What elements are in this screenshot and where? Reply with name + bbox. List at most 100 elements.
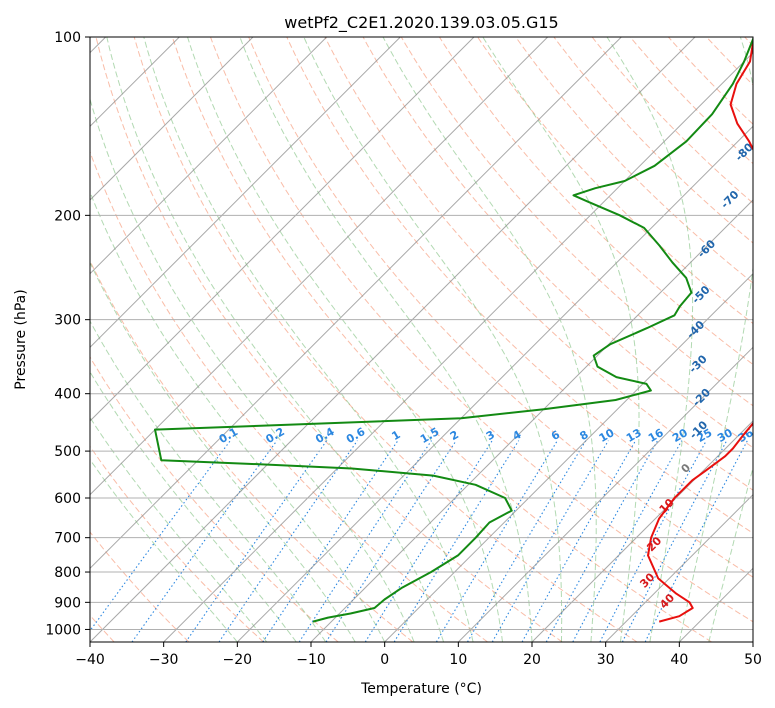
mixing-ratio-line xyxy=(393,440,520,642)
dry-adiabat xyxy=(90,150,488,642)
x-tick-label: 50 xyxy=(744,652,762,668)
mixing-ratio-line xyxy=(325,440,457,642)
dry-adiabat xyxy=(668,37,753,125)
isotherm-label: 20 xyxy=(644,534,664,554)
isotherm-label: -40 xyxy=(684,318,707,341)
isotherm xyxy=(90,37,328,275)
y-tick-label: 1000 xyxy=(45,622,81,638)
x-tick-label: 0 xyxy=(380,652,389,668)
mixing-ratio-line xyxy=(599,440,707,642)
isotherm xyxy=(90,37,549,496)
moist-adiabat xyxy=(90,190,386,642)
moist-adiabat xyxy=(90,370,297,642)
mixing-ratio-label: 0.4 xyxy=(313,425,337,446)
mixing-ratio-label: 20 xyxy=(670,426,690,445)
dry-adiabat xyxy=(90,259,414,642)
y-tick-label: 100 xyxy=(54,30,81,46)
dry-adiabat xyxy=(400,37,753,407)
x-tick-label: −30 xyxy=(149,652,179,668)
mixing-ratio-label: 1 xyxy=(390,428,403,443)
x-tick-label: 40 xyxy=(670,652,688,668)
y-tick-label: 400 xyxy=(54,387,81,403)
mixing-ratio-label: 13 xyxy=(624,426,644,445)
moist-adiabat xyxy=(382,37,597,642)
y-tick-label: 300 xyxy=(54,313,81,329)
isotherm xyxy=(90,37,475,422)
mixing-ratio-line xyxy=(90,440,231,632)
y-tick-label: 200 xyxy=(54,208,81,224)
dewpoint-profile xyxy=(154,37,753,623)
mixing-ratio-label: 1.5 xyxy=(418,425,441,446)
mixing-ratio-label: 10 xyxy=(597,426,617,445)
dry-adiabat xyxy=(515,37,753,284)
moist-adiabat xyxy=(482,37,640,642)
x-tick-label: 10 xyxy=(449,652,467,668)
moist-adiabat xyxy=(606,37,694,642)
x-axis-label: Temperature (°C) xyxy=(360,681,482,697)
isotherm-label: -70 xyxy=(718,188,741,211)
isotherms xyxy=(90,37,753,642)
moist-adiabat xyxy=(303,37,563,642)
dry-adiabat xyxy=(90,531,190,642)
isotherm xyxy=(90,37,401,349)
y-tick-label: 800 xyxy=(54,565,81,581)
dry-adiabat xyxy=(591,37,753,204)
dry-adiabat xyxy=(553,37,753,244)
isotherm xyxy=(605,493,753,642)
y-tick-label: 700 xyxy=(54,531,81,547)
moist-adiabat xyxy=(90,416,268,642)
isotherm xyxy=(310,199,753,642)
mixing-ratio-label: 0.1 xyxy=(217,425,240,446)
dry-adiabat xyxy=(248,37,753,578)
mixing-ratio-line xyxy=(521,440,637,642)
plot-area: 0.1 0.2 0.4 0.6 1 1.5 2 3 4 6 8 10 13 16 20 25 30 36 -100… xyxy=(90,37,775,642)
mixing-ratio-line xyxy=(491,440,609,642)
mixing-ratio-line xyxy=(644,440,748,642)
mixing-ratio-label: 2 xyxy=(448,428,461,443)
profiles xyxy=(154,37,753,623)
isotherm xyxy=(90,37,254,201)
dry-adiabat xyxy=(90,356,339,642)
x-tick-label: −40 xyxy=(75,652,105,668)
chart-title: wetPf2_C2E1.2020.139.03.05.G15 xyxy=(284,13,558,33)
isotherm xyxy=(752,641,753,642)
isotherm-label: 40 xyxy=(657,591,677,611)
x-tick-label: −20 xyxy=(223,652,253,668)
dry-adiabat xyxy=(95,37,563,642)
y-axis-label: Pressure (hPa) xyxy=(13,289,29,389)
isotherm-label: 30 xyxy=(637,570,657,590)
mixing-ratio-label: 8 xyxy=(577,428,590,443)
mixing-ratio-line xyxy=(131,440,278,642)
moist-adiabat xyxy=(239,37,533,642)
dry-adiabat xyxy=(324,37,753,491)
y-axis: 1000 900 800 700 600 500 400 300 200 100 xyxy=(45,30,90,638)
isotherm xyxy=(163,51,753,642)
dry-adiabat xyxy=(90,445,264,642)
mixing-ratio-line xyxy=(185,440,328,642)
x-tick-label: 20 xyxy=(523,652,541,668)
mixing-ratio-line xyxy=(435,440,558,642)
isotherm-label: -60 xyxy=(695,237,718,260)
x-axis: −40 −30 −20 −10 0 10 20 30 40 50 xyxy=(75,642,762,668)
isotherm xyxy=(90,37,622,570)
isotherm xyxy=(457,346,753,642)
temperature-profile xyxy=(647,37,753,623)
mixing-ratio-labels: 0.1 0.2 0.4 0.6 1 1.5 2 3 4 6 8 10 13 16 20 25 30 36 xyxy=(217,425,753,446)
moist-adiabat xyxy=(106,37,445,642)
dry-adiabat xyxy=(629,37,753,165)
plot-frame xyxy=(89,36,754,643)
mixing-ratio-label: 0.6 xyxy=(344,425,368,446)
moist-adiabat xyxy=(187,37,503,642)
isotherm-label: -90 xyxy=(757,86,775,109)
isotherm-label: -100 xyxy=(771,37,775,66)
dry-adiabats xyxy=(90,37,753,642)
y-tick-label: 900 xyxy=(54,595,81,611)
mixing-ratio-line xyxy=(218,440,358,642)
mixing-ratio-label: 6 xyxy=(549,428,562,443)
mixing-ratio-line xyxy=(262,440,399,642)
dry-adiabat xyxy=(286,37,753,534)
moist-adiabat xyxy=(90,261,356,642)
y-tick-label: 500 xyxy=(54,444,81,460)
